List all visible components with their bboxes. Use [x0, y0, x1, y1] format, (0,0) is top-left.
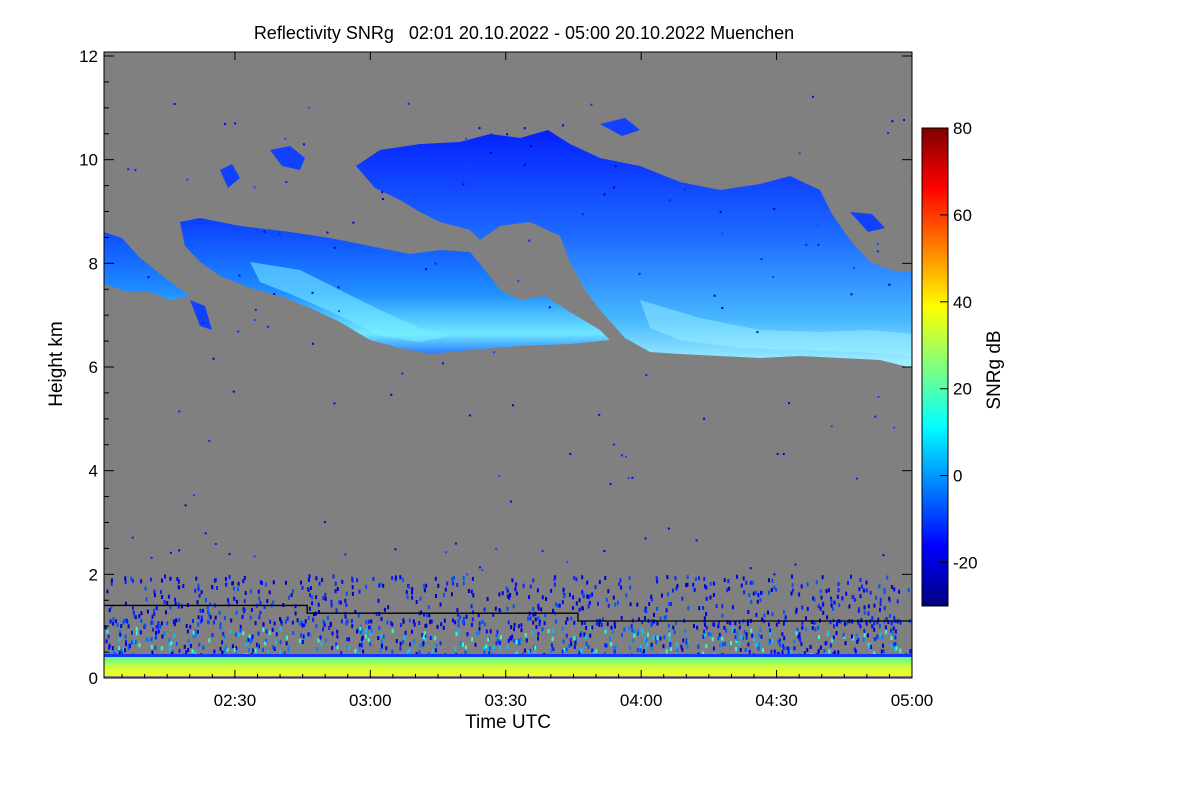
colorbar-label: SNRg dB: [984, 330, 1005, 409]
x-tick-label: 04:00: [620, 691, 663, 710]
cloud-core-lower: [250, 262, 450, 342]
cloud-fragment: [600, 118, 640, 136]
cloud-core-upper: [640, 300, 912, 356]
x-tick-label: 03:00: [349, 691, 392, 710]
colorbar-tick-label: 20: [953, 380, 972, 399]
x-tick-label: 03:30: [484, 691, 527, 710]
plot-frame: [103, 51, 913, 679]
cloud-layer-upper: [356, 130, 912, 368]
y-axis-label: Height km: [46, 321, 67, 407]
cloud-fragment: [190, 300, 212, 330]
y-tick-label: 4: [89, 462, 98, 481]
colorbar-ticks: -20 0 20 40 60 80: [940, 119, 978, 573]
colorbar: [921, 127, 949, 607]
x-tick-label: 04:30: [755, 691, 798, 710]
cloud-fragment: [850, 212, 885, 232]
cloud-fragment: [270, 146, 305, 170]
surface-band-top: [104, 654, 912, 657]
x-axis-label: Time UTC: [465, 712, 551, 733]
colorbar-tick-label: 80: [953, 119, 972, 138]
colorbar-tick-label: 40: [953, 293, 972, 312]
cloud-layer-lower: [104, 218, 610, 354]
boundary-line-path: [104, 604, 912, 622]
colorbar-tick-label: 0: [953, 467, 962, 486]
y-axis: 0 2 4 6 8 10 12: [79, 47, 912, 688]
x-tick-label: 02:30: [214, 691, 257, 710]
y-tick-label: 12: [79, 47, 98, 66]
chart-title: Reflectivity SNRg 02:01 20.10.2022 - 05:…: [254, 23, 794, 43]
boundary-line: [104, 604, 912, 622]
x-tick-label: 05:00: [891, 691, 934, 710]
colorbar-tick-label: -20: [953, 554, 978, 573]
y-tick-label: 10: [79, 151, 98, 170]
surface-band: [104, 656, 912, 676]
y-tick-label: 8: [89, 254, 98, 273]
colorbar-tick-label: 60: [953, 206, 972, 225]
x-axis: 02:30 03:00 03:30 04:00 04:30 05:00: [121, 52, 934, 710]
cloud-fragment: [220, 164, 240, 188]
y-tick-label: 2: [89, 565, 98, 584]
y-tick-label: 6: [89, 358, 98, 377]
y-tick-label: 0: [89, 669, 98, 688]
